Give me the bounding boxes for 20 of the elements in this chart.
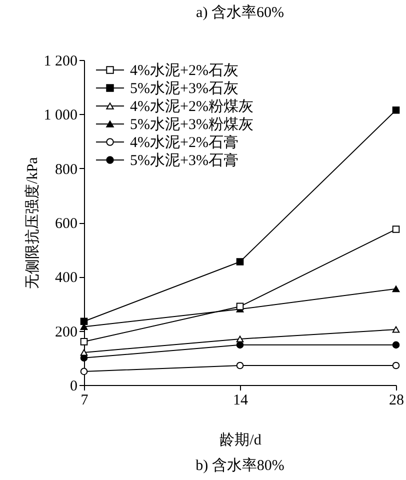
x-axis-title: 龄期/d — [220, 432, 262, 448]
x-tick-label: 7 — [80, 392, 89, 408]
y-tick-label: 1 000 — [44, 108, 78, 124]
legend-label: 4%水泥+2%石灰 — [130, 62, 238, 79]
y-tick-label: 600 — [55, 216, 78, 232]
text: a) 含水率60% — [196, 4, 284, 21]
legend-label: 4%水泥+2%粉煤灰 — [130, 98, 254, 115]
legend-label: 5%水泥+3%石灰 — [130, 80, 238, 97]
y-tick-label: 800 — [55, 162, 78, 178]
legend-label: 5%水泥+3%粉煤灰 — [130, 116, 254, 133]
y-axis-title: 无侧限抗压强度/kPa — [24, 156, 41, 289]
y-tick-label: 1 200 — [44, 54, 78, 70]
y-tick-label: 0 — [70, 378, 78, 394]
legend-label: 4%水泥+2%石膏 — [130, 134, 238, 151]
y-tick-label: 400 — [55, 270, 78, 286]
x-tick-label: 14 — [233, 392, 248, 408]
y-tick-label: 200 — [55, 324, 78, 340]
legend-label: 5%水泥+3%石膏 — [130, 152, 238, 169]
x-tick-label: 28 — [389, 392, 404, 408]
text: b) 含水率80% — [196, 457, 284, 474]
